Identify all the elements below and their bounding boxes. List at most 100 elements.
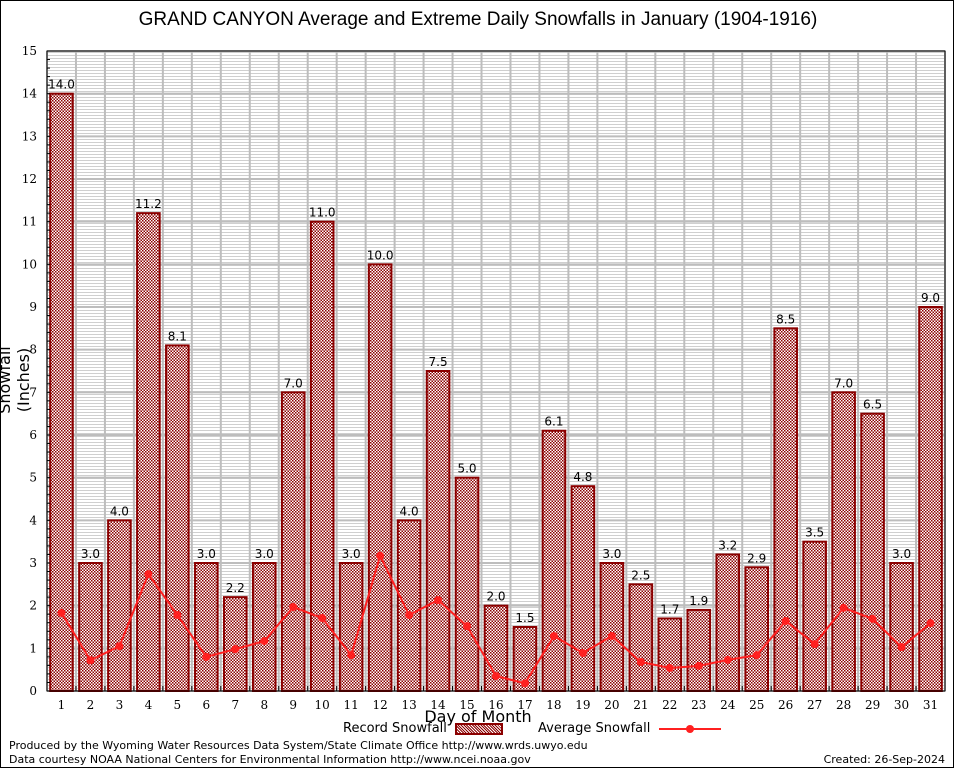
bar-day-28: [831, 391, 856, 692]
bars: [49, 92, 943, 693]
average-point-day-21: [636, 657, 645, 666]
bar-label-day-19: 4.8: [573, 470, 592, 484]
bar-label-day-2: 3.0: [81, 547, 100, 561]
x-tick-label: 4: [145, 698, 153, 712]
y-tick-label: 4: [29, 513, 37, 527]
legend-average: Average Snowfall: [538, 721, 721, 736]
average-point-day-1: [57, 608, 66, 617]
data-labels: 14.0 3.0 4.0 11.2 8.1 3.0 2.2 3.0 7.0 11.0 3.0 10.0…: [48, 78, 940, 625]
x-tick-label: 3: [116, 698, 124, 712]
x-tick-label: 14: [430, 698, 446, 712]
bar-label-day-29: 6.5: [863, 398, 882, 412]
legend-average-swatch: [658, 724, 721, 733]
bar-label-day-18: 6.1: [544, 415, 563, 429]
average-point-day-17: [520, 679, 529, 688]
x-tick-label: 11: [344, 698, 359, 712]
x-tick-label: 6: [203, 698, 211, 712]
bar-day-24: [715, 553, 741, 693]
bar-day-23: [686, 608, 712, 693]
x-tick-label: 17: [517, 698, 532, 712]
bar-day-13: [396, 519, 422, 692]
bar-label-day-11: 3.0: [342, 547, 361, 561]
bar-label-day-25: 2.9: [747, 551, 766, 565]
legend-record-swatch: [455, 722, 504, 735]
x-tick-label: 16: [488, 698, 503, 712]
average-point-day-11: [347, 651, 356, 660]
x-tick-label: 29: [865, 698, 880, 712]
bar-label-day-30: 3.0: [892, 547, 911, 561]
average-point-day-14: [434, 596, 443, 605]
bar-day-21: [628, 583, 654, 692]
average-point-day-24: [723, 655, 732, 664]
bar-label-day-13: 4.0: [400, 504, 419, 518]
y-tick-label: 3: [29, 556, 37, 570]
bar-label-day-1: 14.0: [48, 78, 75, 92]
bar-label-day-8: 3.0: [255, 547, 274, 561]
bar-day-29: [860, 412, 885, 692]
x-tick-label: 7: [231, 698, 239, 712]
bar-label-day-23: 1.9: [689, 594, 708, 608]
bar-day-22: [657, 617, 683, 693]
x-tick-label: 13: [401, 698, 416, 712]
bar-label-day-9: 7.0: [284, 376, 303, 390]
x-tick-label: 27: [807, 698, 822, 712]
legend-record-label: Record Snowfall: [343, 721, 447, 736]
y-axis-label: Snowfall (Inches): [0, 346, 33, 414]
bar-label-day-22: 1.7: [660, 602, 679, 616]
bar-day-3: [107, 519, 132, 692]
y-tick-label: 1: [29, 641, 37, 655]
bar-label-day-3: 4.0: [110, 504, 129, 518]
x-tick-label: 24: [720, 698, 736, 712]
average-point-day-25: [752, 651, 761, 660]
bar-day-5: [165, 344, 190, 692]
bar-label-day-7: 2.2: [226, 581, 245, 595]
average-point-day-20: [607, 631, 616, 640]
average-line: [57, 551, 935, 688]
average-point-day-5: [173, 611, 182, 620]
legend-record: Record Snowfall: [343, 721, 504, 736]
y-tick-label: 11: [22, 215, 37, 229]
footer-producer: Produced by the Wyoming Water Resources …: [9, 739, 588, 752]
bar-label-day-28: 7.0: [834, 376, 853, 390]
x-tick-label: 23: [691, 698, 706, 712]
x-tick-label: 21: [633, 698, 648, 712]
bar-day-31: [918, 306, 943, 692]
bar-label-day-17: 1.5: [515, 611, 534, 625]
average-point-day-30: [897, 643, 906, 652]
x-tick-label: 12: [372, 698, 387, 712]
y-tick-label: 9: [29, 300, 37, 314]
bar-day-20: [599, 562, 625, 692]
average-point-day-31: [926, 619, 935, 628]
y-tick-label: 7: [29, 385, 37, 399]
average-point-day-18: [549, 631, 558, 640]
bar-day-12: [367, 263, 393, 692]
y-tick-label: 5: [29, 471, 37, 485]
created-date: Created: 26-Sep-2024: [823, 753, 945, 766]
x-tick-label: 8: [260, 698, 268, 712]
average-point-day-23: [694, 661, 703, 670]
bar-day-30: [889, 562, 914, 692]
average-point-day-12: [376, 551, 385, 560]
average-point-day-9: [289, 602, 298, 611]
average-point-day-29: [868, 614, 877, 623]
bar-day-15: [454, 476, 480, 692]
x-tick-label: 28: [836, 698, 851, 712]
bar-label-day-24: 3.2: [718, 538, 737, 552]
footer-data-source: Data courtesy NOAA National Centers for …: [9, 753, 531, 766]
y-tick-label: 6: [29, 428, 37, 442]
x-tick-label: 2: [87, 698, 95, 712]
average-point-day-7: [231, 645, 240, 654]
average-point-day-8: [260, 637, 269, 646]
x-tick-label: 10: [315, 698, 330, 712]
bar-day-8: [251, 562, 277, 692]
x-axis-label: Day of Month: [424, 707, 532, 726]
x-tick-label: 25: [749, 698, 764, 712]
bar-label-day-21: 2.5: [631, 568, 650, 582]
average-point-day-4: [144, 570, 153, 579]
bar-label-day-12: 10.0: [367, 248, 394, 262]
bar-day-6: [194, 562, 219, 692]
x-tick-label: 19: [575, 698, 590, 712]
